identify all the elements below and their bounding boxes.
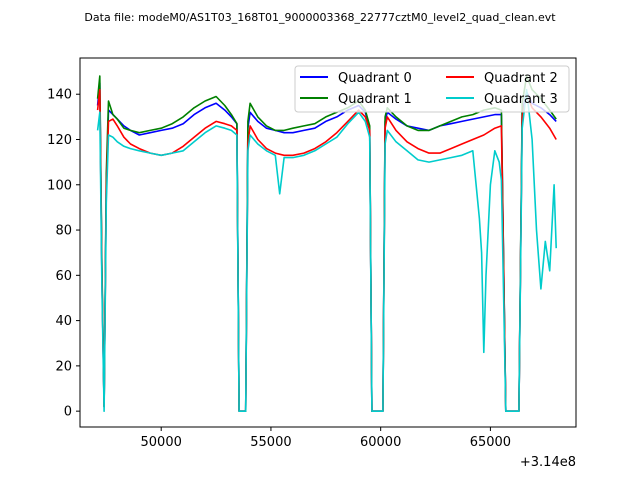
series-line-quadrant-3	[96, 88, 557, 412]
x-offset-label: +3.14e8	[520, 455, 576, 470]
x-tick-label: 65000	[470, 435, 511, 450]
y-tick-label: 0	[64, 405, 72, 420]
y-tick-label: 120	[47, 133, 72, 148]
x-tick-label: 60000	[360, 435, 401, 450]
y-tick-label: 20	[55, 359, 72, 374]
y-tick-label: 80	[55, 224, 72, 239]
plot-frame	[79, 57, 577, 428]
y-tick-label: 40	[55, 314, 72, 329]
chart-title: Data file: modeM0/AS1T03_168T01_90000033…	[84, 11, 556, 24]
y-tick-label: 100	[47, 178, 72, 193]
x-tick-label: 55000	[250, 435, 291, 450]
series-line-quadrant-0	[96, 82, 557, 412]
legend: Quadrant 0 Quadrant 1 Quadrant 2 Quadrant 3	[294, 65, 570, 113]
series-line-quadrant-2	[96, 88, 557, 412]
series-layer	[96, 75, 557, 412]
legend-label: Quadrant 2	[484, 71, 558, 86]
legend-label: Quadrant 1	[338, 92, 412, 107]
x-tick-label: 50000	[141, 435, 182, 450]
legend-label: Quadrant 3	[484, 92, 558, 107]
x-axis: 50000 55000 60000 65000	[141, 427, 511, 450]
y-axis: 0 20 40 60 80 100 120 140	[47, 88, 80, 420]
legend-label: Quadrant 0	[338, 71, 412, 86]
legend-box	[294, 65, 570, 113]
y-tick-label: 140	[47, 88, 72, 103]
y-tick-label: 60	[55, 269, 72, 284]
